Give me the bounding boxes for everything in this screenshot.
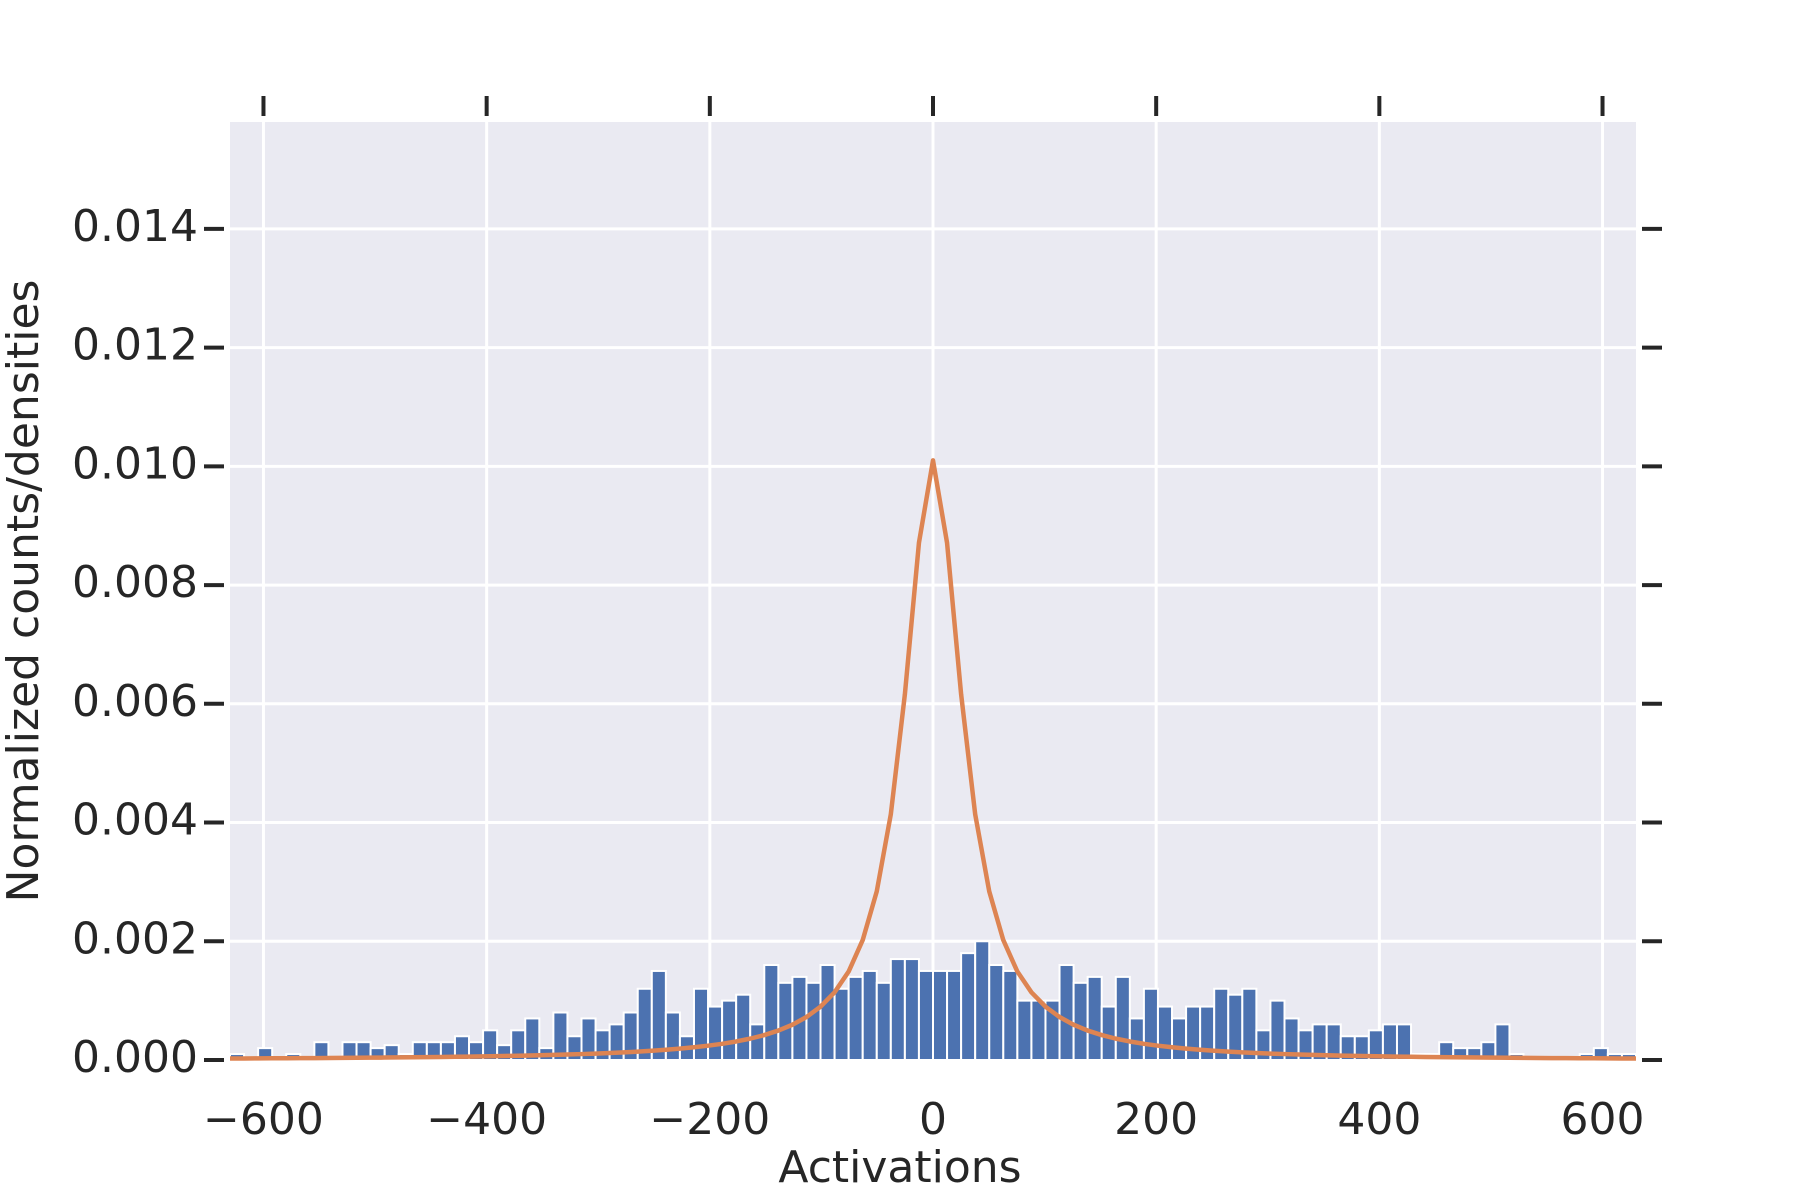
histogram-bar: [917, 969, 935, 1061]
y-tick-label: 0.000: [72, 1032, 198, 1083]
x-tick-label: 200: [1114, 1094, 1198, 1145]
x-tick-label: −200: [649, 1094, 770, 1145]
histogram-bar: [1494, 1023, 1511, 1062]
y-tick-label: 0.006: [72, 676, 198, 727]
histogram-bar: [861, 969, 878, 1061]
y-tick-label: 0.012: [72, 320, 198, 371]
histogram-bar: [763, 964, 780, 1061]
y-tick-label: 0.004: [72, 795, 198, 846]
histogram-bar: [805, 981, 822, 1062]
histogram-bar: [1072, 981, 1089, 1062]
histogram-bar: [650, 969, 667, 1061]
y-tick-label: 0.014: [72, 201, 198, 252]
histogram-bar: [777, 981, 794, 1062]
histogram-bar: [1030, 999, 1047, 1062]
histogram-bar: [1185, 1005, 1202, 1062]
histogram-bar: [1002, 969, 1019, 1061]
histogram-bar: [960, 952, 977, 1061]
histogram-bar: [819, 964, 836, 1061]
histogram-bar: [889, 958, 906, 1061]
histogram-bar: [749, 1023, 766, 1062]
histogram-bar: [988, 964, 1005, 1061]
histogram-bar: [1058, 964, 1075, 1061]
histogram-bar: [932, 969, 949, 1061]
density-line: [229, 458, 1637, 1061]
histogram-bar: [1086, 975, 1103, 1061]
histogram-bar: [707, 1005, 724, 1062]
histogram-bar: [847, 975, 864, 1061]
histogram-bar: [664, 1011, 681, 1062]
x-tick-label: −400: [426, 1094, 547, 1145]
histogram-bar: [903, 958, 920, 1061]
x-tick-label: 0: [919, 1094, 947, 1145]
histogram-bar: [1395, 1023, 1413, 1062]
histogram-bar: [1114, 975, 1131, 1061]
x-tick-label: 400: [1337, 1094, 1421, 1145]
histogram-bar: [1241, 987, 1258, 1062]
histogram-bar: [1156, 1005, 1174, 1062]
histogram-bar: [875, 981, 892, 1062]
histogram-bar: [721, 999, 738, 1062]
histogram-bar: [1142, 987, 1159, 1062]
histogram-bar: [1171, 1017, 1188, 1062]
histogram-bar: [833, 987, 850, 1062]
x-axis-label: Activations: [778, 1142, 1021, 1193]
y-axis-label: Normalized counts/densities: [0, 280, 49, 903]
histogram-bar: [524, 1017, 541, 1062]
histogram-bar: [974, 940, 991, 1061]
x-tick-label: 600: [1561, 1094, 1645, 1145]
histogram-bar: [1269, 999, 1286, 1062]
y-tick-label: 0.008: [72, 557, 198, 608]
histogram-bar: [735, 993, 752, 1062]
y-tick-label: 0.010: [72, 438, 198, 489]
y-tick-label: 0.002: [72, 913, 198, 964]
x-tick-label: −600: [203, 1094, 324, 1145]
histogram-bar: [946, 969, 963, 1061]
histogram-bar: [1128, 1017, 1145, 1062]
histogram-bar: [1016, 999, 1033, 1062]
